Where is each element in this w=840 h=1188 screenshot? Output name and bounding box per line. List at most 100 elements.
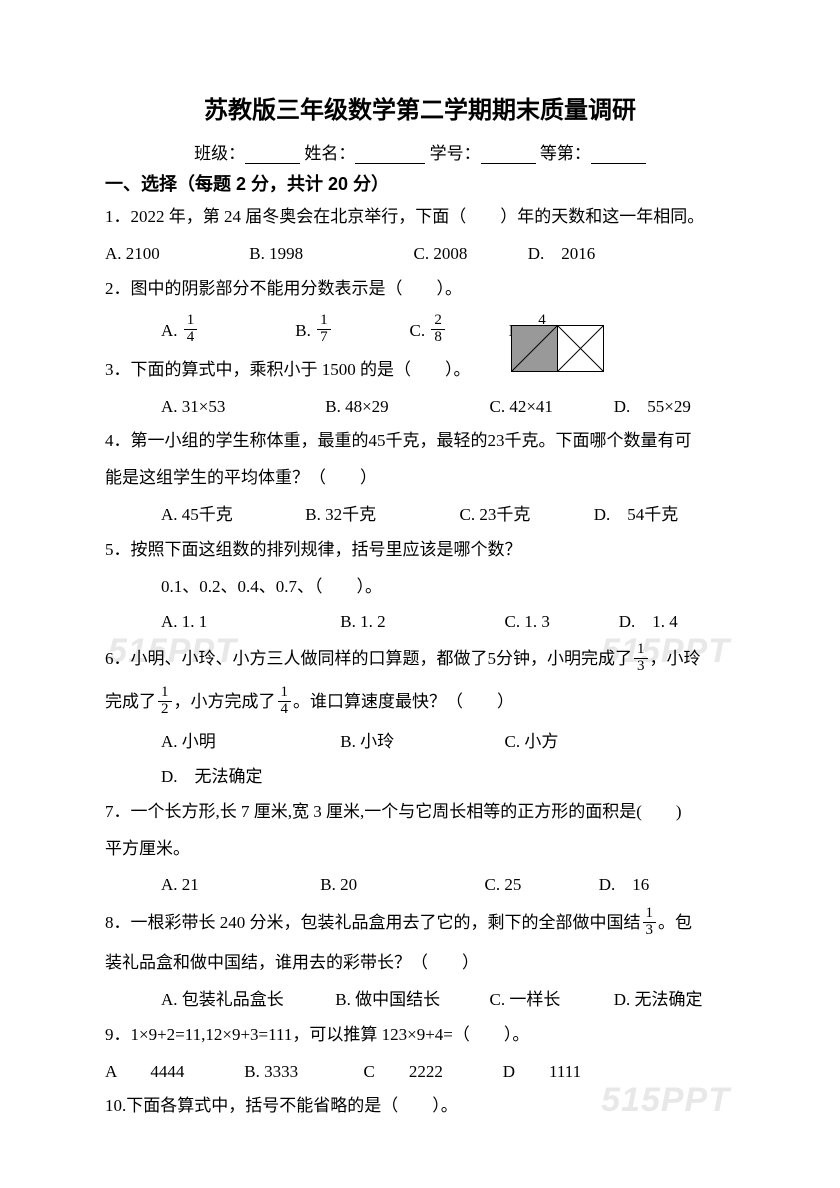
q1-opt-a[interactable]: A. 2100 xyxy=(105,237,245,272)
blank-id[interactable] xyxy=(481,146,536,164)
blank-grade[interactable] xyxy=(591,146,646,164)
q3-options: A. 31×53 B. 48×29 C. 42×41 D. 55×29 xyxy=(105,390,735,425)
page-title: 苏教版三年级数学第二学期期末质量调研 xyxy=(105,90,735,125)
q8-p1a: 8．一根彩带长 240 分米，包装礼品盒用去了它的，剩下的全部做中国结 xyxy=(105,913,641,932)
q1-text: 1．2022 年，第 24 届冬奥会在北京举行，下面（ ）年的天数和这一年相同。 xyxy=(105,200,735,235)
q3-text: 3．下面的算式中，乘积小于 1500 的是（ ）。 xyxy=(105,353,735,388)
label-class: 班级： xyxy=(194,144,245,163)
denominator: 7 xyxy=(317,330,331,346)
numerator: 1 xyxy=(184,313,198,330)
q8-opt-d[interactable]: D. 无法确定 xyxy=(614,983,703,1018)
q7-text-1: 7．一个长方形,长 7 厘米,宽 3 厘米,一个与它周长相等的正方形的面积是( … xyxy=(105,795,735,830)
q4-opt-d[interactable]: D. 54千克 xyxy=(594,498,679,533)
q2-text: 2．图中的阴影部分不能用分数表示是（ ）。 xyxy=(105,272,735,307)
q7-opt-a[interactable]: A. 21 xyxy=(161,868,316,903)
numerator: 1 xyxy=(634,642,648,659)
q8-p1b: 。包 xyxy=(658,913,692,932)
fraction: 13 xyxy=(643,906,657,939)
fraction: 14 xyxy=(184,313,198,346)
q2-b-label: B. xyxy=(295,321,311,340)
q6-p2c: 。谁口算速度最快？（ ） xyxy=(293,692,514,711)
page-content: 苏教版三年级数学第二学期期末质量调研 班级： 姓名： 学号： 等第： 一、选择（… xyxy=(105,90,735,1124)
denominator: 3 xyxy=(634,659,648,675)
denominator: 2 xyxy=(158,702,172,718)
q8-opt-b[interactable]: B. 做中国结长 xyxy=(335,983,485,1018)
q8-text-1: 8．一根彩带长 240 分米，包装礼品盒用去了它的，剩下的全部做中国结13。包 xyxy=(105,903,735,944)
q6-p1b: ，小玲 xyxy=(650,649,701,668)
q3-opt-d[interactable]: D. 55×29 xyxy=(614,390,691,425)
q4-opt-c[interactable]: C. 23千克 xyxy=(460,498,590,533)
q4-text-2: 能是这组学生的平均体重？（ ） xyxy=(105,461,735,496)
q1-opt-b[interactable]: B. 1998 xyxy=(249,237,409,272)
q9-opt-c[interactable]: C 2222 xyxy=(364,1055,499,1090)
q8-options: A. 包装礼品盒长 B. 做中国结长 C. 一样长 D. 无法确定 xyxy=(105,983,735,1018)
q6-p1a: 6．小明、小玲、小方三人做同样的口算题，都做了5分钟，小明完成了 xyxy=(105,649,632,668)
label-id: 学号： xyxy=(430,144,481,163)
q6-opt-a[interactable]: A. 小明 xyxy=(161,725,336,760)
q2-opt-a[interactable]: A. 14 xyxy=(161,309,291,353)
q1-opt-d[interactable]: D. 2016 xyxy=(528,237,596,272)
q2-opt-c[interactable]: C. 28 xyxy=(410,309,505,353)
q6-p2a: 完成了 xyxy=(105,692,156,711)
q5-opt-d[interactable]: D. 1. 4 xyxy=(619,605,678,640)
q5-opt-a[interactable]: A. 1. 1 xyxy=(161,605,336,640)
fraction: 13 xyxy=(634,642,648,675)
q7-text-2: 平方厘米。 xyxy=(105,832,735,867)
q8-text-2: 装礼品盒和做中国结，谁用去的彩带长？（ ） xyxy=(105,946,735,981)
blank-class[interactable] xyxy=(245,146,300,164)
q4-options: A. 45千克 B. 32千克 C. 23千克 D. 54千克 xyxy=(105,498,735,533)
q6-opt-c[interactable]: C. 小方 xyxy=(505,725,635,760)
denominator: 4 xyxy=(278,702,292,718)
numerator: 1 xyxy=(158,685,172,702)
q10-text: 10.下面各算式中，括号不能省略的是（ ）。 xyxy=(105,1089,735,1124)
numerator: 2 xyxy=(431,313,445,330)
blank-name[interactable] xyxy=(355,146,425,164)
q5-options: A. 1. 1 B. 1. 2 C. 1. 3 D. 1. 4 xyxy=(105,605,735,640)
q2-opt-b[interactable]: B. 17 xyxy=(295,309,405,353)
section-1-header: 一、选择（每题 2 分，共计 20 分） xyxy=(105,170,735,196)
numerator: 1 xyxy=(278,685,292,702)
q1-options: A. 2100 B. 1998 C. 2008 D. 2016 xyxy=(105,237,735,272)
q5-opt-b[interactable]: B. 1. 2 xyxy=(340,605,500,640)
q5-seq: 0.1、0.2、0.4、0.7、（ ）。 xyxy=(105,570,735,605)
fraction: 17 xyxy=(317,313,331,346)
q2-a-label: A. xyxy=(161,321,178,340)
q3-opt-a[interactable]: A. 31×53 xyxy=(161,390,321,425)
q2-c-label: C. xyxy=(410,321,426,340)
denominator: 3 xyxy=(643,923,657,939)
q3-opt-c[interactable]: C. 42×41 xyxy=(490,390,610,425)
fraction: 14 xyxy=(278,685,292,718)
q8-opt-a[interactable]: A. 包装礼品盒长 xyxy=(161,983,331,1018)
q9-text: 9．1×9+2=11,12×9+3=111，可以推算 123×9+4=（ ）。 xyxy=(105,1018,735,1053)
q4-opt-a[interactable]: A. 45千克 xyxy=(161,498,301,533)
q6-options: A. 小明 B. 小玲 C. 小方 D. 无法确定 xyxy=(105,725,735,795)
q6-text-2: 完成了12，小方完成了14。谁口算速度最快？（ ） xyxy=(105,682,735,723)
q9-opt-d[interactable]: D 1111 xyxy=(503,1055,581,1090)
q5-opt-c[interactable]: C. 1. 3 xyxy=(505,605,615,640)
fraction: 12 xyxy=(158,685,172,718)
q9-opt-b[interactable]: B. 3333 xyxy=(244,1055,359,1090)
q1-opt-c[interactable]: C. 2008 xyxy=(414,237,524,272)
q2-figure xyxy=(511,325,605,373)
q6-opt-d[interactable]: D. 无法确定 xyxy=(161,760,263,795)
numerator: 1 xyxy=(643,906,657,923)
q7-opt-b[interactable]: B. 20 xyxy=(320,868,480,903)
denominator: 4 xyxy=(184,330,198,346)
fraction: 28 xyxy=(431,313,445,346)
q9-options: A 4444 B. 3333 C 2222 D 1111 xyxy=(105,1055,735,1090)
label-name: 姓名： xyxy=(304,144,355,163)
numerator: 1 xyxy=(317,313,331,330)
q7-opt-d[interactable]: D. 16 xyxy=(599,868,650,903)
q4-opt-b[interactable]: B. 32千克 xyxy=(305,498,455,533)
q4-text-1: 4．第一小组的学生称体重，最重的45千克，最轻的23千克。下面哪个数量有可 xyxy=(105,424,735,459)
student-info: 班级： 姓名： 学号： 等第： xyxy=(105,139,735,164)
q8-opt-c[interactable]: C. 一样长 xyxy=(490,983,610,1018)
q3-opt-b[interactable]: B. 48×29 xyxy=(325,390,485,425)
q7-options: A. 21 B. 20 C. 25 D. 16 xyxy=(105,868,735,903)
q5-text: 5．按照下面这组数的排列规律，括号里应该是哪个数？ xyxy=(105,533,735,568)
q2-options: A. 14 B. 17 C. 28 D. 416 xyxy=(105,309,735,353)
q6-opt-b[interactable]: B. 小玲 xyxy=(340,725,500,760)
q6-text-1: 6．小明、小玲、小方三人做同样的口算题，都做了5分钟，小明完成了13，小玲 xyxy=(105,639,735,680)
q7-opt-c[interactable]: C. 25 xyxy=(485,868,595,903)
q9-opt-a[interactable]: A 4444 xyxy=(105,1055,240,1090)
